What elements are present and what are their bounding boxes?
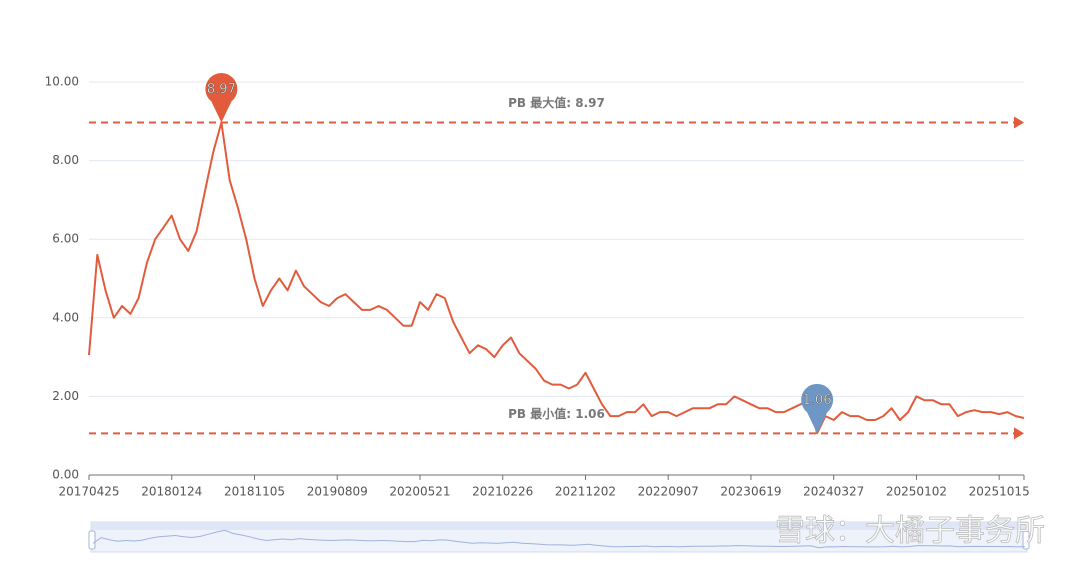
y-tick-label: 6.00	[52, 232, 79, 246]
pin	[801, 383, 834, 434]
pin-label: 1.06	[803, 393, 832, 408]
x-tick-label: 20210226	[472, 485, 533, 499]
watermark: 雪球：大橘子事务所	[775, 514, 1045, 549]
x-tick-label: 20180124	[141, 485, 202, 499]
x-tick-label: 20230619	[720, 485, 781, 499]
x-tick-label: 20250102	[886, 485, 947, 499]
data-zoom-handle[interactable]	[1022, 530, 1030, 550]
mark-line-label: PB 最小值: 1.06	[508, 406, 605, 421]
pin-label: 8.97	[207, 82, 236, 97]
mark-line-label: PB 最大值: 8.97	[508, 95, 605, 110]
y-tick-label: 8.00	[52, 153, 79, 167]
x-tick-label: 20181105	[224, 485, 285, 499]
mark-line-arrow	[1014, 116, 1024, 129]
mark-line-arrow	[1014, 427, 1024, 440]
x-tick-label: 20170425	[58, 485, 119, 499]
data-zoom-preview	[92, 529, 1026, 549]
x-tick-label: 20240327	[803, 485, 864, 499]
y-tick-label: 2.00	[52, 389, 79, 403]
x-tick-label: 20220907	[638, 485, 699, 499]
x-tick-label: 20190809	[307, 485, 368, 499]
y-tick-label: 10.00	[45, 75, 79, 89]
x-tick-label: 20200521	[389, 485, 450, 499]
x-tick-label: 20251015	[969, 485, 1030, 499]
y-tick-label: 4.00	[52, 310, 79, 324]
x-tick-label: 20211202	[555, 485, 616, 499]
series-line	[88, 121, 1025, 435]
data-zoom-handle[interactable]	[88, 530, 96, 550]
pin	[205, 72, 238, 123]
y-tick-label: 0.00	[52, 468, 79, 482]
data-zoom-bar[interactable]	[91, 522, 1027, 530]
